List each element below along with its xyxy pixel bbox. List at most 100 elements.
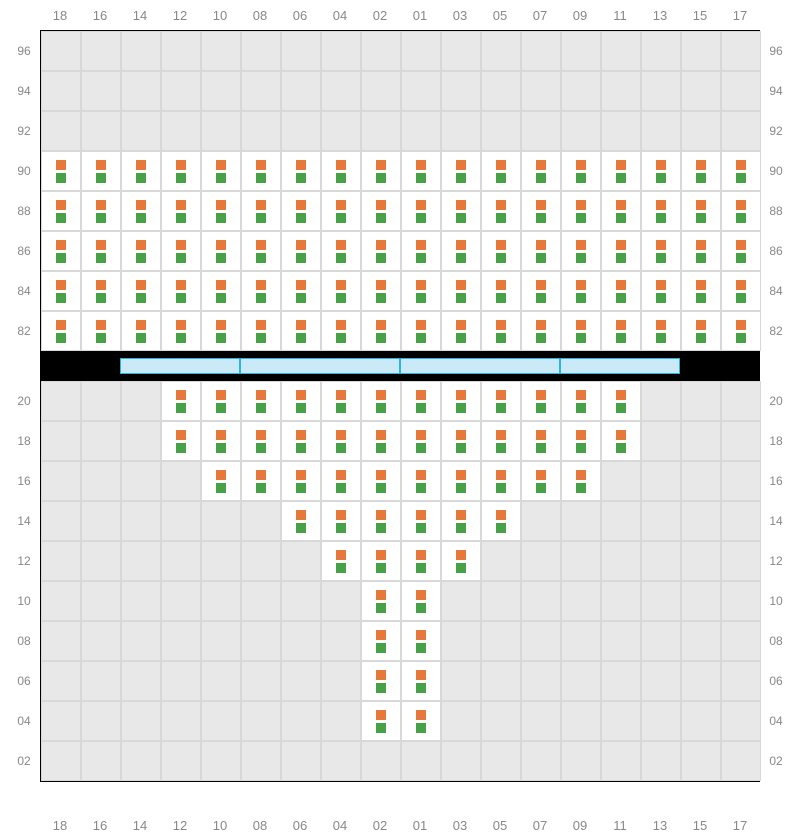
seat-cell[interactable] (281, 461, 321, 501)
seat-cell[interactable] (161, 271, 201, 311)
seat-cell[interactable] (641, 151, 681, 191)
seat-cell[interactable] (441, 421, 481, 461)
seat-cell[interactable] (601, 421, 641, 461)
seat-cell[interactable] (521, 191, 561, 231)
seat-cell[interactable] (441, 501, 481, 541)
seat-cell[interactable] (41, 271, 81, 311)
seat-cell[interactable] (201, 421, 241, 461)
seat-cell[interactable] (201, 151, 241, 191)
seat-cell[interactable] (201, 271, 241, 311)
seat-cell[interactable] (361, 271, 401, 311)
seat-cell[interactable] (441, 381, 481, 421)
seat-cell[interactable] (201, 461, 241, 501)
seat-cell[interactable] (481, 421, 521, 461)
seat-cell[interactable] (481, 311, 521, 351)
seat-cell[interactable] (481, 461, 521, 501)
seat-cell[interactable] (241, 381, 281, 421)
seat-cell[interactable] (201, 311, 241, 351)
seat-cell[interactable] (521, 461, 561, 501)
seat-cell[interactable] (521, 381, 561, 421)
seat-cell[interactable] (721, 271, 761, 311)
seat-cell[interactable] (361, 311, 401, 351)
seat-cell[interactable] (481, 191, 521, 231)
seat-cell[interactable] (321, 191, 361, 231)
seat-cell[interactable] (401, 461, 441, 501)
seat-cell[interactable] (521, 421, 561, 461)
seat-cell[interactable] (321, 501, 361, 541)
seat-cell[interactable] (241, 191, 281, 231)
seat-cell[interactable] (521, 271, 561, 311)
seat-cell[interactable] (561, 271, 601, 311)
seat-cell[interactable] (561, 191, 601, 231)
seat-cell[interactable] (241, 271, 281, 311)
seat-cell[interactable] (281, 381, 321, 421)
seat-cell[interactable] (241, 231, 281, 271)
seat-cell[interactable] (281, 191, 321, 231)
seat-cell[interactable] (441, 271, 481, 311)
seat-cell[interactable] (361, 621, 401, 661)
seat-cell[interactable] (361, 461, 401, 501)
seat-cell[interactable] (161, 421, 201, 461)
seat-cell[interactable] (361, 541, 401, 581)
seat-cell[interactable] (561, 231, 601, 271)
seat-cell[interactable] (321, 151, 361, 191)
seat-cell[interactable] (481, 151, 521, 191)
seat-cell[interactable] (401, 621, 441, 661)
seat-cell[interactable] (561, 151, 601, 191)
seat-cell[interactable] (441, 541, 481, 581)
seat-cell[interactable] (241, 461, 281, 501)
seat-cell[interactable] (721, 311, 761, 351)
seat-cell[interactable] (601, 311, 641, 351)
seat-cell[interactable] (81, 311, 121, 351)
seat-cell[interactable] (81, 231, 121, 271)
seat-cell[interactable] (121, 271, 161, 311)
seat-cell[interactable] (201, 191, 241, 231)
seat-cell[interactable] (241, 421, 281, 461)
seat-cell[interactable] (121, 311, 161, 351)
seat-cell[interactable] (681, 151, 721, 191)
seat-cell[interactable] (641, 271, 681, 311)
seat-cell[interactable] (401, 541, 441, 581)
seat-cell[interactable] (361, 661, 401, 701)
seat-cell[interactable] (721, 231, 761, 271)
seat-cell[interactable] (641, 231, 681, 271)
seat-cell[interactable] (681, 271, 721, 311)
seat-cell[interactable] (161, 311, 201, 351)
seat-cell[interactable] (281, 311, 321, 351)
seat-cell[interactable] (41, 151, 81, 191)
seat-cell[interactable] (441, 151, 481, 191)
seat-cell[interactable] (241, 311, 281, 351)
seat-cell[interactable] (361, 381, 401, 421)
seat-cell[interactable] (321, 541, 361, 581)
seat-cell[interactable] (401, 231, 441, 271)
seat-cell[interactable] (441, 311, 481, 351)
seat-cell[interactable] (721, 191, 761, 231)
seat-cell[interactable] (521, 311, 561, 351)
seat-cell[interactable] (281, 421, 321, 461)
seat-cell[interactable] (361, 581, 401, 621)
seat-cell[interactable] (401, 271, 441, 311)
seat-cell[interactable] (41, 231, 81, 271)
seat-cell[interactable] (161, 231, 201, 271)
seat-cell[interactable] (161, 381, 201, 421)
seat-cell[interactable] (361, 501, 401, 541)
seat-cell[interactable] (681, 231, 721, 271)
seat-cell[interactable] (201, 381, 241, 421)
seat-cell[interactable] (321, 311, 361, 351)
seat-cell[interactable] (601, 151, 641, 191)
seat-cell[interactable] (481, 501, 521, 541)
seat-cell[interactable] (321, 421, 361, 461)
seat-cell[interactable] (321, 271, 361, 311)
seat-cell[interactable] (81, 191, 121, 231)
seat-cell[interactable] (401, 501, 441, 541)
seat-cell[interactable] (681, 191, 721, 231)
seat-cell[interactable] (481, 271, 521, 311)
seat-cell[interactable] (521, 231, 561, 271)
seat-cell[interactable] (401, 151, 441, 191)
seat-cell[interactable] (281, 501, 321, 541)
seat-cell[interactable] (601, 191, 641, 231)
seat-cell[interactable] (401, 191, 441, 231)
seat-cell[interactable] (401, 381, 441, 421)
seat-cell[interactable] (81, 151, 121, 191)
seat-cell[interactable] (641, 311, 681, 351)
